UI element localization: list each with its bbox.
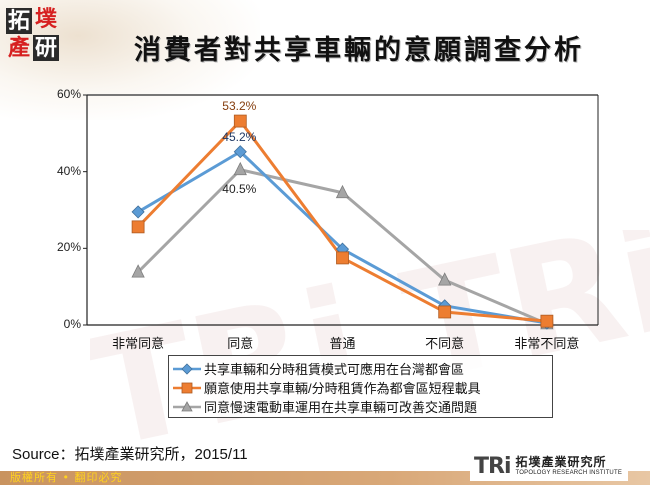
legend-label: 願意使用共享車輛/分時租賃作為都會區短程載具 [204,381,481,396]
logo-char: 墣 [34,6,57,32]
square-marker-icon [173,382,201,393]
triangle-marker-icon [438,272,452,286]
y-tick-label: 0% [63,317,81,331]
data-label: 40.5% [222,181,257,196]
x-tick-label: 同意 [227,336,254,351]
diamond-marker-icon [233,145,247,159]
square-marker-icon [438,305,452,319]
y-tick-label: 60% [56,87,81,101]
series-line [137,119,548,323]
triangle-marker-icon [173,400,201,411]
y-tick-label: 40% [56,163,81,178]
diamond-marker-icon [173,362,201,375]
y-tick-label: 20% [56,240,81,255]
x-tick-label: 不同意 [425,336,465,351]
chart-legend: 共享車輛和分時租賃模式可應用在台灣都會區 願意使用共享車輛/分時租賃作為都會區短… [168,355,553,418]
page-title: 消費者對共享車輛的意願調查分析 [134,35,584,66]
tri-logo-mark: TRi [474,454,511,479]
tri-brand-logo: TRi 拓墣產業研究所 TOPOLOGY RESEARCH INSTITUTE [470,452,629,481]
triangle-marker-icon [131,264,145,278]
diamond-marker-icon [131,205,145,219]
triangle-marker-icon [335,184,350,199]
source-citation: Source：拓墣產業研究所，2015/11 [12,446,248,463]
legend-label: 共享車輛和分時租賃模式可應用在台灣都會區 [204,362,465,377]
legend-label: 同意慢速電動車運用在共享車輛可改善交通問題 [204,400,478,415]
square-marker-icon [540,314,554,328]
legend-item: 共享車輛和分時租賃模式可應用在台灣都會區 [173,359,552,378]
x-tick-label: 普通 [329,336,356,351]
brand-name-en: TOPOLOGY RESEARCH INSTITUTE [515,470,623,476]
company-logo: 拓 墣 產 研 [6,6,62,62]
logo-char: 拓 [6,8,32,34]
data-label: 53.2% [222,99,257,114]
triangle-marker-icon [233,161,247,176]
x-tick-label: 非常同意 [112,336,165,351]
logo-char: 產 [7,35,30,61]
square-marker-icon [233,114,247,128]
legend-item: 同意慢速電動車運用在共享車輛可改善交通問題 [173,397,552,416]
legend-item: 願意使用共享車輛/分時租賃作為都會區短程載具 [173,378,552,397]
logo-char: 研 [33,35,59,61]
brand-name-cn: 拓墣產業研究所 [515,455,607,469]
x-tick-label: 非常不同意 [514,336,580,351]
square-marker-icon [131,220,145,234]
square-marker-icon [336,251,349,265]
copyright-notice: 版權所有 • 翻印必究 [10,471,123,484]
data-label: 45.2% [222,129,257,144]
